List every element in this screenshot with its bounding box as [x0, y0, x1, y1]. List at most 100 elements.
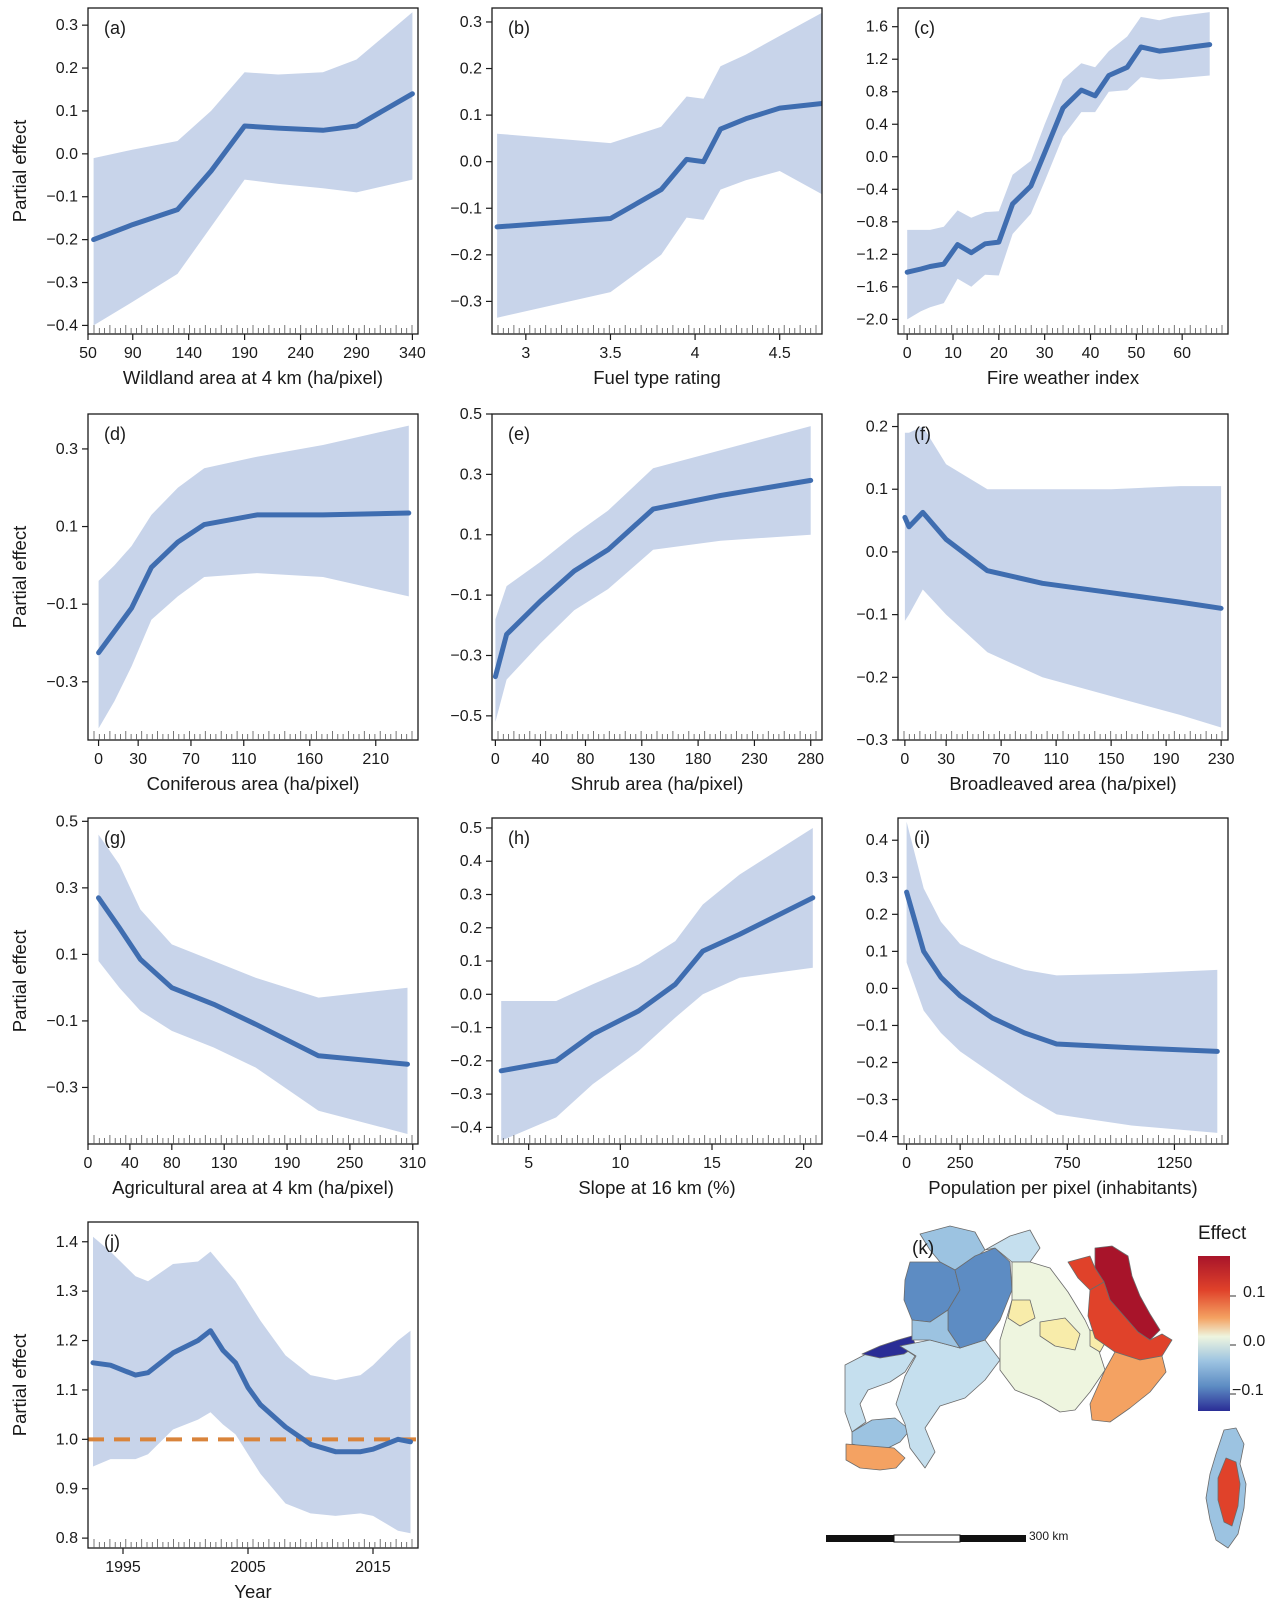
panel-i-confidence-band	[906, 821, 1218, 1133]
panel-j-confidence-band	[93, 1236, 411, 1534]
panel-b-x-tick-label: 4	[691, 345, 700, 362]
panel-f-x-tick-label: 110	[1043, 751, 1069, 768]
region-southeast-orange	[1089, 1351, 1167, 1423]
panel-g-y-tick-label: 0.1	[56, 946, 78, 963]
panel-c-tag: (c)	[914, 18, 935, 38]
region-southwest-tip	[845, 1443, 906, 1471]
panel-e-x-tick-label: 230	[741, 751, 768, 768]
panel-j-x-label: Year	[234, 1581, 271, 1602]
panel-h: 5 10 15 20 −0.4 −0.3 −0.2 −0.1 0.0 0.1 0.2 0.3 0.4 0.…	[450, 817, 823, 1198]
panel-d-y-tick-label: 0.3	[56, 441, 78, 458]
panel-g: 0 40 80 130 190 250 310 −0.3 −0.1 0.1 0.3 0.5 (g) Agr…	[9, 813, 426, 1198]
panel-g-rug	[93, 1135, 413, 1144]
panel-d-x-tick-label: 210	[362, 751, 389, 768]
panel-e-effect-line	[492, 477, 814, 680]
panel-a-x-tick-label: 340	[399, 345, 426, 362]
panel-b-y-tick-label: 0.3	[460, 14, 482, 31]
panel-g-x-tick-label: 80	[163, 1155, 181, 1172]
region-north-center	[984, 1229, 1041, 1263]
panel-c-y-tick-label: 1.2	[866, 51, 888, 68]
panel-h-y-tick-label: 0.3	[460, 887, 482, 904]
panel-h-x-tick-label: 10	[611, 1155, 629, 1172]
panel-f-y-tick-label: 0.1	[866, 481, 888, 498]
panel-g-effect-line	[96, 895, 410, 1067]
panel-h-y-tick-label: 0.1	[460, 953, 482, 970]
panel-h-plot-area	[498, 828, 816, 1141]
panel-e-tag: (e)	[508, 424, 530, 444]
panel-d-x-label: Coniferous area (ha/pixel)	[147, 773, 360, 794]
panel-a-tag: (a)	[104, 18, 126, 38]
panel-j-y-tick-label: 1.0	[56, 1431, 78, 1448]
panel-a-x-tick-label: 290	[343, 345, 370, 362]
panel-h-y-tick-label: −0.2	[450, 1053, 482, 1070]
panel-i-tag: (i)	[914, 828, 930, 848]
panel-c-x-tick-label: 20	[990, 345, 1008, 362]
panel-j: 1995 2005 2015 0.8 0.9 1.0 1.1 1.2 1.3 1.4 (j) Year…	[9, 1221, 419, 1602]
panel-c-x-tick-label: 0	[903, 345, 912, 362]
panel-i-effect-line	[904, 889, 1220, 1054]
panel-h-confidence-band	[501, 828, 813, 1141]
panel-e-y-tick-label: −0.1	[450, 587, 482, 604]
panel-c-y-tick-label: 0.0	[866, 149, 888, 166]
legend-label-bottom: −0.1	[1232, 1382, 1264, 1399]
panel-b-x-label: Fuel type rating	[593, 367, 721, 388]
panel-h-x-label: Slope at 16 km (%)	[578, 1177, 735, 1198]
panel-b-y-tick-label: −0.2	[450, 247, 482, 264]
panel-c-y-tick-label: −1.6	[856, 279, 888, 296]
panel-b: 3 3.5 4 4.5 −0.3 −0.2 −0.1 0.0 0.1 0.2 0.3 (b) Fuel …	[450, 7, 823, 388]
panel-a: 50 90 140 190 240 290 340 −0.4 −0.3 −0.2 −0.1 0.0 0.…	[9, 7, 426, 388]
panel-e-x-tick-label: 130	[628, 751, 655, 768]
panel-i-y-tick-label: −0.4	[856, 1129, 888, 1146]
panel-e: 0 40 80 130 180 230 280 −0.5 −0.3 −0.1 0.1 0.3 0.5 (e…	[450, 406, 824, 794]
panel-a-x-tick-label: 190	[231, 345, 258, 362]
panel-a-y-label: Partial effect	[9, 120, 30, 223]
panel-a-confidence-band	[93, 12, 413, 326]
panel-e-y-tick-label: 0.1	[460, 527, 482, 544]
panel-d-y-tick-label: 0.1	[56, 519, 78, 536]
panel-f-x-tick-label: 230	[1208, 751, 1235, 768]
panel-a-y-tick-label: −0.4	[46, 317, 78, 334]
panel-a-x-tick-label: 240	[287, 345, 314, 362]
panel-b-y-tick-label: −0.3	[450, 293, 482, 310]
panel-c-plot-area	[904, 12, 1213, 320]
panel-g-y-tick-label: 0.3	[56, 880, 78, 897]
panel-d-y-tick-label: −0.1	[46, 596, 78, 613]
panel-d: 0 30 70 110 160 210 −0.3 −0.1 0.1 0.3 (d) Coniferou…	[9, 413, 419, 794]
scale-bar-segment	[826, 1535, 894, 1542]
panel-b-y-tick-label: −0.1	[450, 200, 482, 217]
panel-f-tag: (f)	[914, 424, 931, 444]
panel-d-confidence-band	[98, 425, 409, 729]
panel-g-y-tick-label: −0.3	[46, 1079, 78, 1096]
panel-c-y-tick-label: −0.8	[856, 214, 888, 231]
panel-h-y-tick-label: 0.2	[460, 920, 482, 937]
panel-j-y-tick-label: 1.1	[56, 1382, 78, 1399]
panel-c-y-tick-label: −0.4	[856, 181, 888, 198]
legend-label-top: 0.1	[1243, 1284, 1266, 1301]
panel-a-rug	[93, 325, 413, 334]
panel-c-effect-line	[904, 42, 1213, 275]
panel-e-x-tick-label: 80	[577, 751, 595, 768]
region-central-2	[911, 1309, 961, 1349]
panel-h-y-tick-label: 0.0	[460, 986, 482, 1003]
panel-d-x-tick-label: 70	[182, 751, 200, 768]
panel-b-tag: (b)	[508, 18, 530, 38]
panel-h-effect-line	[498, 895, 816, 1074]
scale-bar-segment	[893, 1534, 961, 1543]
panel-c-y-tick-label: 0.4	[866, 116, 888, 133]
panel-f-rug	[903, 731, 1223, 740]
panel-i-y-tick-label: 0.3	[866, 869, 888, 886]
panel-f: 0 30 70 110 150 190 230 −0.3 −0.2 −0.1 0.0 0.1 0.2 (f…	[856, 413, 1235, 794]
panel-c-y-tick-label: −2.0	[856, 311, 888, 328]
panel-h-rug	[497, 1135, 817, 1144]
panel-e-x-label: Shrub area (ha/pixel)	[571, 773, 744, 794]
panel-k-tag: (k)	[912, 1238, 935, 1259]
region-north-strip	[861, 1335, 917, 1359]
panel-j-effect-line	[90, 1328, 413, 1455]
panel-b-y-tick-label: 0.1	[460, 107, 482, 124]
panel-c-confidence-band	[907, 12, 1210, 320]
panel-c-y-tick-label: 1.6	[866, 19, 888, 36]
region-yellow-band	[1039, 1317, 1081, 1351]
panel-d-rug	[93, 731, 413, 740]
panel-d-x-tick-label: 110	[231, 751, 257, 768]
panel-a-x-tick-label: 50	[79, 345, 97, 362]
